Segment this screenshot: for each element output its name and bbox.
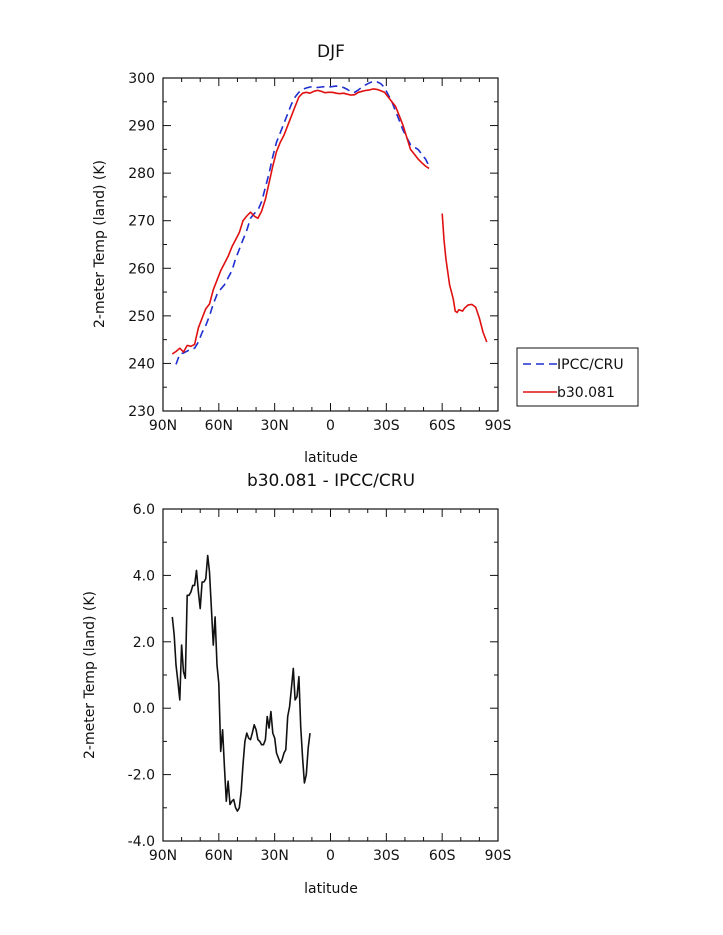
x-tick-label-djf: 60S [429, 418, 456, 434]
x-tick-label-difference: 30N [261, 848, 289, 864]
x-tick-label-difference: 0 [326, 848, 335, 864]
plot-area-djf: 90N 60N 30N 0 30S 60S 90S 230 240 250 260 270 280 290… [128, 71, 511, 434]
x-tick-label-difference: 30S [373, 848, 400, 864]
plot-frame-difference [162, 508, 499, 842]
y-tick-label-difference: -4.0 [128, 834, 155, 850]
y-tick-label-djf: 270 [128, 214, 155, 230]
y-tick-label-djf: 300 [128, 71, 155, 87]
series-line-b30-081-1 [441, 213, 488, 343]
legend: IPCC/CRU b30.081 [516, 347, 639, 407]
y-axis-label-difference: 2-meter Temp (land) (K) [82, 591, 98, 759]
plot-area-difference: 90N 60N 30N 0 30S 60S 90S -4.0 -2.0 0.0 2.0 4.0 6.0 [128, 502, 512, 864]
x-tick-label-difference: 90N [149, 848, 177, 864]
x-axis-label-djf: latitude [304, 450, 358, 466]
legend-label-ipcc-cru: IPCC/CRU [557, 357, 624, 373]
panel-djf: DJF 90N 60N 30N 0 30S 60S 90S 230 240 250 260 270 28… [92, 42, 639, 466]
chart-title-djf: DJF [317, 42, 345, 62]
series-line-b30-081-0 [171, 88, 430, 355]
y-tick-label-difference: 2.0 [133, 635, 155, 651]
legend-label-b30-081: b30.081 [557, 385, 615, 401]
y-tick-label-djf: 240 [128, 356, 155, 372]
y-axis-label-djf: 2-meter Temp (land) (K) [92, 160, 108, 328]
legend-box [516, 347, 639, 407]
x-tick-label-djf: 90N [149, 418, 177, 434]
y-tick-label-djf: 260 [128, 261, 155, 277]
plot-frame-djf [162, 77, 499, 412]
y-tick-label-djf: 250 [128, 309, 155, 325]
y-tick-label-difference: 4.0 [133, 568, 155, 584]
y-tick-label-difference: -2.0 [128, 768, 155, 784]
y-tick-label-difference: 6.0 [133, 502, 155, 518]
x-tick-label-djf: 0 [326, 418, 335, 434]
x-tick-label-djf: 90S [485, 418, 512, 434]
y-tick-label-djf: 290 [128, 119, 155, 135]
x-tick-label-djf: 30N [261, 418, 289, 434]
series-line-difference-0 [171, 554, 311, 812]
y-tick-label-djf: 280 [128, 166, 155, 182]
x-tick-label-djf: 30S [373, 418, 400, 434]
x-tick-label-difference: 60S [429, 848, 456, 864]
x-tick-label-djf: 60N [205, 418, 233, 434]
x-tick-label-difference: 90S [485, 848, 512, 864]
panel-difference: b30.081 - IPCC/CRU 90N 60N 30N 0 30S 60S 90S -4… [82, 471, 511, 897]
y-tick-label-djf: 230 [128, 404, 155, 420]
y-tick-label-difference: 0.0 [133, 701, 155, 717]
series-line-ipcc-cru-0 [175, 80, 430, 365]
chart-title-difference: b30.081 - IPCC/CRU [247, 471, 415, 491]
x-tick-label-difference: 60N [205, 848, 233, 864]
x-axis-label-difference: latitude [304, 881, 358, 897]
